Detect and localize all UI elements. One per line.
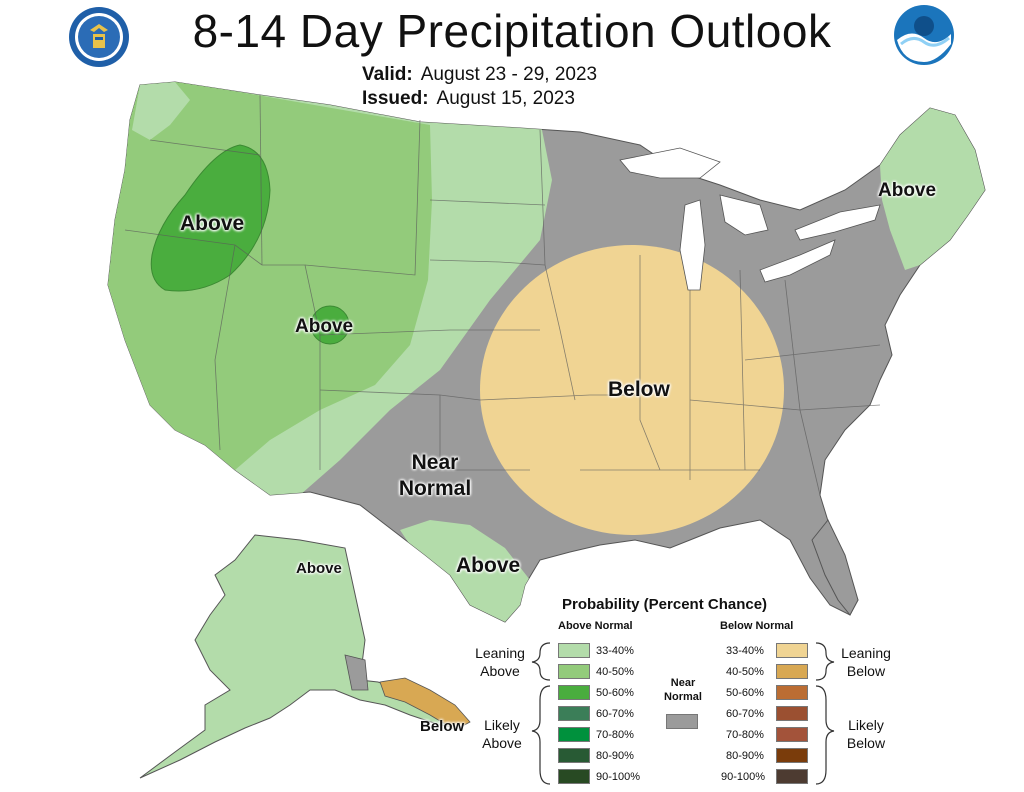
swatch-above-50-60 xyxy=(558,685,590,700)
label-near-normal: Near Normal xyxy=(395,450,475,502)
label-texas-above: Above xyxy=(456,554,521,577)
swatch-below-40-50 xyxy=(776,664,808,679)
label-colorado-above: Above xyxy=(295,316,354,337)
swatch-above-60-70 xyxy=(558,706,590,721)
legend-leaning-above: Leaning Above xyxy=(470,644,530,680)
valid-dates: Valid: August 23 - 29, 2023 xyxy=(362,64,597,86)
issued-label: Issued: xyxy=(362,88,429,109)
legend-above-item: 70-80% xyxy=(596,729,634,741)
legend-below-item: 40-50% xyxy=(726,666,764,678)
legend-below-item: 80-90% xyxy=(726,750,764,762)
legend-below-item: 90-100% xyxy=(721,771,766,783)
label-near-normal-line1: Near xyxy=(411,451,459,474)
legend-leaning-below-line2: Below xyxy=(846,663,886,679)
valid-value: August 23 - 29, 2023 xyxy=(420,64,598,85)
legend-likely-below: Likely Below xyxy=(836,716,896,752)
legend-title: Probability (Percent Chance) xyxy=(562,596,768,613)
valid-label: Valid: xyxy=(362,64,413,85)
swatch-below-70-80 xyxy=(776,727,808,742)
legend-near-normal-label: Near Normal xyxy=(658,676,708,704)
legend-above-item: 50-60% xyxy=(596,687,634,699)
legend-above-item: 33-40% xyxy=(596,645,634,657)
legend-likely-above-line1: Likely xyxy=(484,717,520,733)
legend-below-item: 33-40% xyxy=(726,645,764,657)
label-alaska-below: Below xyxy=(420,718,465,735)
swatch-above-90-100 xyxy=(558,769,590,784)
legend-likely-below-line2: Below xyxy=(846,735,886,751)
label-alaska-above: Above xyxy=(296,560,342,577)
legend-above-item: 80-90% xyxy=(596,750,634,762)
legend-likely-above-line2: Above xyxy=(482,735,522,751)
legend-above-item: 60-70% xyxy=(596,708,634,720)
legend-below-item: 50-60% xyxy=(726,687,764,699)
legend-above-item: 90-100% xyxy=(596,771,641,783)
swatch-near-normal xyxy=(666,714,698,729)
swatch-below-33-40 xyxy=(776,643,808,658)
swatch-below-90-100 xyxy=(776,769,808,784)
swatch-below-50-60 xyxy=(776,685,808,700)
swatch-above-40-50 xyxy=(558,664,590,679)
conus-map xyxy=(107,81,986,623)
noaa-logo-icon xyxy=(894,5,954,65)
legend-near-normal-line1: Near xyxy=(670,677,696,689)
swatch-below-60-70 xyxy=(776,706,808,721)
legend-below-header: Below Normal xyxy=(720,620,794,632)
legend-below-item: 60-70% xyxy=(726,708,764,720)
label-northeast-above: Above xyxy=(878,180,937,201)
legend-above-item: 40-50% xyxy=(596,666,634,678)
label-northwest-above: Above xyxy=(180,212,245,235)
legend-leaning-below: Leaning Below xyxy=(836,644,896,680)
legend-likely-below-line1: Likely xyxy=(848,717,884,733)
issued-value: August 15, 2023 xyxy=(436,88,575,109)
legend-likely-above: Likely Above xyxy=(472,716,532,752)
alaska-map xyxy=(139,534,471,779)
label-near-normal-line2: Normal xyxy=(398,477,472,500)
legend-leaning-below-line1: Leaning xyxy=(841,645,891,661)
swatch-below-80-90 xyxy=(776,748,808,763)
legend-leaning-above-line1: Leaning xyxy=(475,645,525,661)
dept-of-commerce-seal-icon xyxy=(69,7,129,67)
legend-near-normal-line2: Normal xyxy=(664,691,702,703)
page-title: 8-14 Day Precipitation Outlook xyxy=(192,5,832,57)
label-central-below: Below xyxy=(608,378,670,401)
legend-leaning-above-line2: Above xyxy=(480,663,520,679)
swatch-above-80-90 xyxy=(558,748,590,763)
swatch-above-70-80 xyxy=(558,727,590,742)
issued-date: Issued: August 15, 2023 xyxy=(362,88,575,110)
swatch-above-33-40 xyxy=(558,643,590,658)
legend-below-item: 70-80% xyxy=(726,729,764,741)
legend-above-header: Above Normal xyxy=(558,620,633,632)
